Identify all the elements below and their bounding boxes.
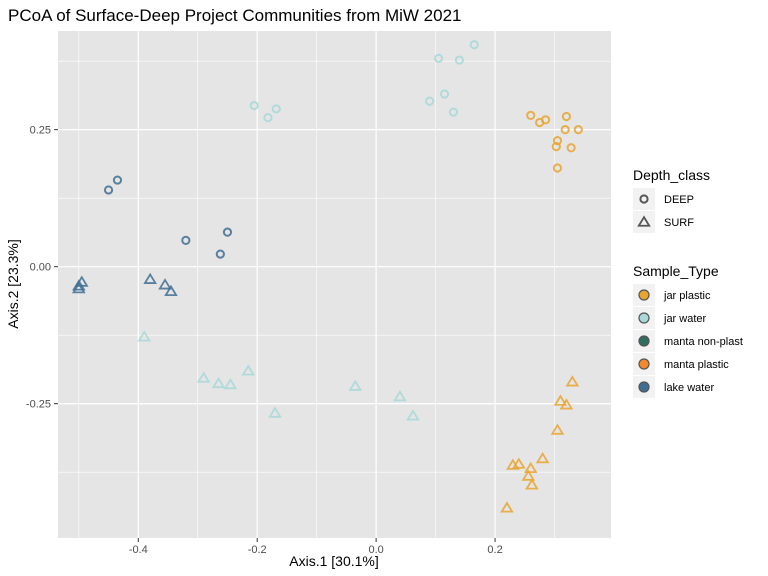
data-point-jar-plastic-circle <box>526 110 536 121</box>
data-point-lake-water-circle <box>222 227 233 237</box>
data-points <box>71 40 583 513</box>
legend-key-background <box>633 211 655 233</box>
data-point-jar-water-circle <box>469 40 479 50</box>
data-point-lake-water-circle <box>215 249 225 259</box>
data-point-jar-water-circle <box>454 55 464 65</box>
data-point-jar-water-circle <box>433 53 444 64</box>
legend-key-background <box>633 188 655 210</box>
legend-depth-class-title: Depth_class <box>633 167 710 183</box>
data-point-jar-water-triangle <box>223 377 238 390</box>
major-gridlines <box>58 31 611 538</box>
data-point-jar-plastic-triangle <box>525 478 539 490</box>
legend-key-jar-water <box>638 312 650 324</box>
x-tick-label: -0.2 <box>248 544 267 556</box>
data-point-jar-water-triangle <box>268 406 282 418</box>
minor-gridlines <box>58 31 611 538</box>
data-point-jar-plastic-circle <box>566 143 576 153</box>
data-point-jar-water-triangle <box>241 364 256 376</box>
legend-label-jar-water: jar water <box>663 313 707 325</box>
x-tick-label: 0.2 <box>487 544 502 556</box>
data-point-jar-plastic-triangle <box>521 469 536 481</box>
data-point-jar-water-triangle <box>406 409 420 421</box>
legend-sample-type: Sample_Type jar plastic jar water manta no… <box>633 263 743 398</box>
data-point-jar-plastic-triangle <box>512 457 526 469</box>
data-point-jar-water-circle <box>425 96 435 106</box>
data-point-jar-water-triangle <box>196 371 211 383</box>
data-point-lake-water-triangle <box>143 272 157 284</box>
chart-title: PCoA of Surface-Deep Project Communities… <box>8 6 462 25</box>
data-point-jar-plastic-triangle <box>559 398 574 410</box>
legend-depth-class: Depth_class DEEP SURF <box>633 167 710 233</box>
legend-key-lake-water <box>638 381 650 393</box>
data-point-jar-plastic-circle <box>560 125 570 135</box>
legend-label-surf: SURF <box>664 217 694 229</box>
legend-label-lake-water: lake water <box>664 382 714 394</box>
data-point-jar-plastic-triangle <box>550 423 565 435</box>
legend-key-surf <box>637 215 651 227</box>
data-point-jar-water-triangle <box>393 390 407 402</box>
data-point-lake-water-triangle <box>74 275 89 287</box>
legend-label-jar-plastic: jar plastic <box>663 290 711 302</box>
legend-key-manta-plastic <box>638 358 650 370</box>
data-point-jar-water-triangle <box>137 330 152 342</box>
data-point-jar-plastic-circle <box>552 163 563 173</box>
legend-label-deep: DEEP <box>664 194 694 206</box>
legend-sample-type-title: Sample_Type <box>633 263 719 279</box>
x-axis-title: Axis.1 [30.1%] <box>289 553 379 569</box>
data-point-jar-water-circle <box>271 104 281 114</box>
y-tick-label: 0.25 <box>30 125 51 137</box>
y-tick-label: -0.25 <box>26 399 51 411</box>
data-point-jar-plastic-triangle <box>523 461 538 474</box>
data-point-jar-plastic-circle <box>540 115 551 125</box>
data-point-jar-plastic-circle <box>561 111 572 122</box>
data-point-jar-plastic-triangle <box>500 501 514 513</box>
legend-label-manta-plastic: manta plastic <box>664 359 729 371</box>
data-point-lake-water-triangle <box>158 278 172 290</box>
x-tick-label: -0.4 <box>129 544 148 556</box>
data-point-lake-water-triangle <box>71 282 86 294</box>
data-point-jar-water-circle <box>448 107 459 117</box>
data-point-jar-plastic-triangle <box>535 451 550 464</box>
plot-panel <box>58 31 611 538</box>
data-point-lake-water-circle <box>181 235 191 245</box>
data-point-jar-water-triangle <box>211 376 226 389</box>
data-point-lake-water-circle <box>103 185 114 195</box>
data-point-jar-plastic-triangle <box>553 394 568 406</box>
data-point-jar-water-triangle <box>348 379 363 391</box>
legend-key-manta-non-plast <box>638 335 650 347</box>
data-point-jar-water-circle <box>263 113 273 123</box>
data-point-jar-water-circle <box>249 100 259 111</box>
data-point-jar-plastic-circle <box>573 125 583 135</box>
y-axis: 0.25 0.00 -0.25 <box>26 125 58 411</box>
data-point-lake-water-circle <box>112 175 123 185</box>
legend-key-deep <box>639 194 649 204</box>
data-point-jar-water-circle <box>439 89 450 99</box>
x-tick-label: 0.0 <box>368 544 383 556</box>
data-point-lake-water-triangle <box>164 284 178 297</box>
y-tick-label: 0.00 <box>30 262 51 274</box>
data-point-jar-plastic-triangle <box>506 458 520 470</box>
data-point-jar-plastic-triangle <box>565 375 580 387</box>
legend-label-manta-non-plast: manta non-plast <box>664 336 743 348</box>
legend-key-jar-plastic <box>638 289 650 301</box>
x-axis: -0.4 -0.2 0.0 0.2 <box>129 538 503 556</box>
data-point-jar-plastic-circle <box>551 142 561 152</box>
y-axis-title: Axis.2 [23.3%] <box>5 239 21 329</box>
